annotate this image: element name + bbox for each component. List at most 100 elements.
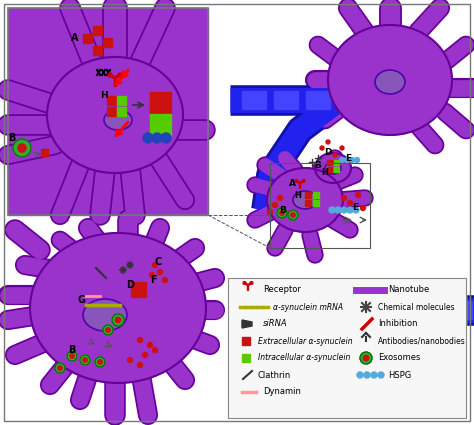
Circle shape <box>137 363 143 368</box>
Bar <box>328 167 332 172</box>
Text: α-synuclein mRNA: α-synuclein mRNA <box>273 303 343 312</box>
Circle shape <box>67 351 77 361</box>
Circle shape <box>364 372 370 378</box>
Circle shape <box>143 133 153 143</box>
Circle shape <box>83 358 87 362</box>
Circle shape <box>349 158 355 162</box>
Circle shape <box>341 207 347 213</box>
Text: HSPG: HSPG <box>388 371 411 380</box>
Ellipse shape <box>293 191 317 209</box>
Circle shape <box>55 363 65 373</box>
Circle shape <box>98 360 102 364</box>
Bar <box>242 91 266 109</box>
Circle shape <box>153 263 157 267</box>
Text: F: F <box>150 275 156 285</box>
Bar <box>93 45 102 54</box>
Text: D: D <box>324 147 332 156</box>
Text: H: H <box>321 167 328 176</box>
Circle shape <box>291 213 295 217</box>
Bar <box>161 125 171 135</box>
Bar <box>328 159 332 164</box>
Circle shape <box>118 73 122 77</box>
Bar <box>139 281 146 289</box>
Bar <box>42 148 48 156</box>
Circle shape <box>70 354 74 358</box>
Text: Extracellular α-synuclein: Extracellular α-synuclein <box>258 337 353 346</box>
Bar <box>444 301 472 319</box>
Bar <box>108 96 117 105</box>
Circle shape <box>250 282 253 284</box>
Circle shape <box>302 180 305 182</box>
Circle shape <box>288 210 298 220</box>
Bar <box>131 289 138 297</box>
Circle shape <box>347 207 353 213</box>
Circle shape <box>103 325 113 335</box>
Circle shape <box>339 158 345 162</box>
Bar <box>305 192 311 198</box>
Bar <box>335 159 339 164</box>
Bar <box>161 92 171 102</box>
Text: Nanotube: Nanotube <box>388 286 429 295</box>
Circle shape <box>277 208 287 218</box>
Circle shape <box>149 272 155 278</box>
Circle shape <box>112 314 124 326</box>
Text: B: B <box>68 345 76 355</box>
Text: C: C <box>155 257 162 267</box>
Text: Exosomes: Exosomes <box>378 354 420 363</box>
Bar <box>118 96 127 105</box>
Ellipse shape <box>30 233 206 383</box>
Text: A: A <box>71 33 79 43</box>
Bar <box>335 167 339 172</box>
Polygon shape <box>242 320 252 328</box>
Circle shape <box>18 144 26 152</box>
Text: H: H <box>100 91 108 99</box>
Circle shape <box>157 269 163 275</box>
Bar <box>270 163 370 248</box>
Ellipse shape <box>325 162 341 174</box>
Bar <box>108 107 117 116</box>
Bar <box>150 114 160 124</box>
Circle shape <box>378 372 384 378</box>
Circle shape <box>353 207 359 213</box>
Circle shape <box>243 282 246 284</box>
Text: B: B <box>280 206 286 215</box>
Bar <box>242 337 250 345</box>
Text: A: A <box>289 178 295 187</box>
Circle shape <box>320 146 324 150</box>
Text: siRNA: siRNA <box>263 320 288 329</box>
Circle shape <box>361 206 365 210</box>
Circle shape <box>335 207 341 213</box>
Bar <box>161 114 171 124</box>
Bar <box>83 34 92 43</box>
Circle shape <box>106 328 110 332</box>
Bar <box>150 92 160 102</box>
Text: Clathrin: Clathrin <box>258 371 291 380</box>
Circle shape <box>153 348 157 352</box>
Text: Receptor: Receptor <box>263 286 301 295</box>
Circle shape <box>280 211 284 215</box>
Circle shape <box>277 196 283 201</box>
Ellipse shape <box>104 110 132 130</box>
Circle shape <box>128 357 133 363</box>
Circle shape <box>108 73 112 77</box>
Circle shape <box>371 372 377 378</box>
Circle shape <box>333 153 337 157</box>
Circle shape <box>341 196 346 201</box>
Circle shape <box>147 343 153 348</box>
Circle shape <box>347 201 353 206</box>
Ellipse shape <box>267 168 343 232</box>
Circle shape <box>357 372 363 378</box>
Circle shape <box>355 158 359 162</box>
Circle shape <box>363 355 369 361</box>
Bar <box>406 301 434 319</box>
Bar <box>368 301 396 319</box>
Bar <box>274 91 298 109</box>
Circle shape <box>345 158 349 162</box>
Circle shape <box>273 202 277 207</box>
Circle shape <box>295 180 298 182</box>
Bar <box>305 200 311 206</box>
Circle shape <box>80 355 90 365</box>
Bar <box>150 125 160 135</box>
Bar <box>118 107 127 116</box>
Text: E: E <box>345 153 351 162</box>
